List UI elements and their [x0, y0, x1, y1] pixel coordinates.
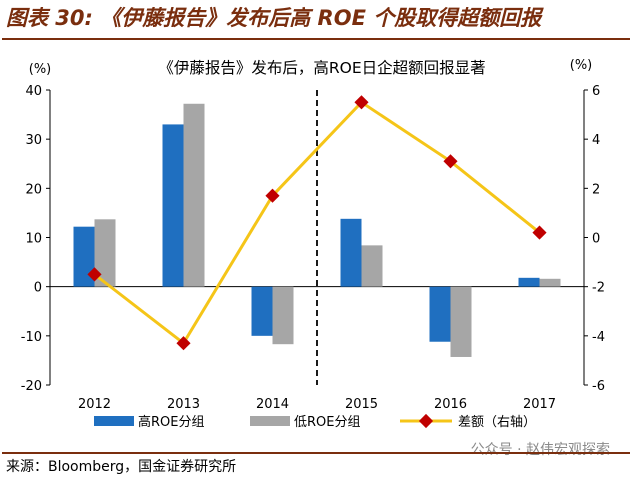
- chart: 《伊藤报告》发布后，高ROE日企超额回报显著 (%) (%) 403020100…: [21, 58, 605, 430]
- x-tick-label: 2016: [434, 397, 467, 412]
- bar-low-roe: [94, 219, 116, 287]
- bar-high-roe: [162, 124, 184, 287]
- left-tick-label: 10: [25, 232, 42, 247]
- bar-low-roe: [272, 286, 294, 345]
- diff-marker: [443, 154, 458, 169]
- right-tick-label: 0: [592, 232, 600, 247]
- right-tick-label: -6: [592, 379, 605, 394]
- bar-high-roe: [340, 218, 362, 287]
- diff-marker: [176, 336, 191, 351]
- bar-low-roe: [539, 278, 561, 287]
- x-tick-label: 2012: [78, 397, 111, 412]
- chart-title: 《伊藤报告》发布后，高ROE日企超额回报显著: [158, 59, 485, 77]
- left-tick-label: 40: [25, 84, 42, 99]
- diff-marker: [87, 267, 102, 282]
- x-tick-label: 2017: [523, 397, 556, 412]
- diff-marker: [354, 95, 369, 110]
- right-tick-label: -4: [592, 330, 605, 345]
- bar-low-roe: [450, 286, 472, 357]
- right-tick-label: 4: [592, 133, 600, 148]
- legend-swatch-high-roe: [94, 416, 134, 426]
- right-tick-label: -2: [592, 281, 605, 296]
- diff-marker: [532, 225, 547, 240]
- title-rule: [2, 38, 630, 40]
- bar-low-roe: [183, 103, 205, 287]
- right-tick-label: 2: [592, 182, 600, 197]
- bar-high-roe: [429, 286, 451, 342]
- left-tick-label: -10: [21, 330, 42, 345]
- legend-label-diff: 差额（右轴）: [458, 415, 536, 430]
- left-tick-label: 30: [25, 133, 42, 148]
- right-tick-label: 6: [592, 84, 600, 99]
- diff-line: [93, 100, 541, 346]
- legend: 高ROE分组 低ROE分组 差额（右轴）: [94, 413, 536, 430]
- bar-high-roe: [73, 226, 95, 287]
- legend-marker-diff: [418, 413, 434, 429]
- figure-title: 图表 30: 《伊藤报告》发布后高 ROE 个股取得超额回报: [6, 6, 542, 30]
- legend-swatch-low-roe: [250, 416, 290, 426]
- diff-marker: [265, 188, 280, 203]
- legend-label-low-roe: 低ROE分组: [294, 415, 360, 430]
- bar-high-roe: [251, 286, 273, 336]
- left-tick-label: -20: [21, 379, 42, 394]
- source-note: 来源：Bloomberg，国金证券研究所: [6, 459, 237, 475]
- left-tick-label: 0: [34, 281, 42, 296]
- left-tick-label: 20: [25, 182, 42, 197]
- legend-label-high-roe: 高ROE分组: [138, 414, 204, 430]
- x-tick-label: 2014: [256, 397, 289, 412]
- right-axis-unit: (%): [570, 58, 593, 73]
- bar-high-roe: [518, 277, 540, 287]
- bottom-rule: [2, 452, 630, 454]
- bar-low-roe: [361, 245, 383, 287]
- watermark: 公众号 · 赵伟宏观探索: [470, 442, 610, 458]
- left-axis-unit: (%): [29, 62, 52, 77]
- x-tick-label: 2013: [167, 397, 200, 412]
- x-tick-label: 2015: [345, 397, 378, 412]
